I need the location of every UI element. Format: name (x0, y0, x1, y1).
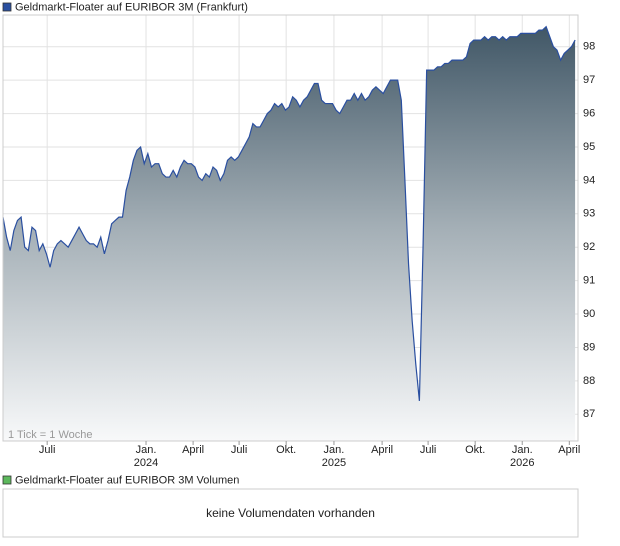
y-tick-label: 89 (583, 341, 595, 353)
x-tick-label: April (182, 444, 204, 456)
legend-swatch (2, 2, 12, 12)
x-tick-label: Juli (231, 444, 248, 456)
x-year-label: 2026 (510, 457, 534, 469)
volume-panel (2, 488, 579, 538)
legend-label: Geldmarkt-Floater auf EURIBOR 3M (Frankf… (15, 1, 248, 13)
area (3, 26, 576, 441)
x-tick-label: Jan. (136, 444, 157, 456)
x-tick-label: Okt. (465, 444, 485, 456)
plot-frame (2, 14, 579, 442)
y-tick-label: 92 (583, 241, 595, 253)
y-tick-label: 90 (583, 308, 595, 320)
y-tick-label: 91 (583, 275, 595, 287)
plot (2, 25, 576, 441)
x-year-label: 2025 (322, 457, 346, 469)
annotation: 1 Tick = 1 Woche (8, 429, 92, 441)
x-tick-label: April (558, 444, 580, 456)
x-tick-label: Okt. (276, 444, 296, 456)
y-tick-label: 88 (583, 375, 595, 387)
line (2, 25, 576, 401)
x-tick-label: Jan. (512, 444, 533, 456)
y-tick-label: 94 (583, 174, 595, 186)
legend-swatch (2, 475, 12, 485)
y-tick-label: 95 (583, 141, 595, 153)
x-year-label: 2024 (134, 457, 158, 469)
y-tick-label: 98 (583, 41, 595, 53)
volume-message: keine Volumendaten vorhanden (206, 506, 375, 520)
y-tick-label: 96 (583, 107, 595, 119)
y-tick-label: 87 (583, 408, 595, 420)
y-tick-label: 93 (583, 208, 595, 220)
x-tick-label: Juli (39, 444, 56, 456)
x-tick-label: April (371, 444, 393, 456)
y-tick-label: 97 (583, 74, 595, 86)
x-tick-label: Juli (420, 444, 437, 456)
x-tick-label: Jan. (324, 444, 345, 456)
legend-label: Geldmarkt-Floater auf EURIBOR 3M Volumen (15, 474, 239, 486)
